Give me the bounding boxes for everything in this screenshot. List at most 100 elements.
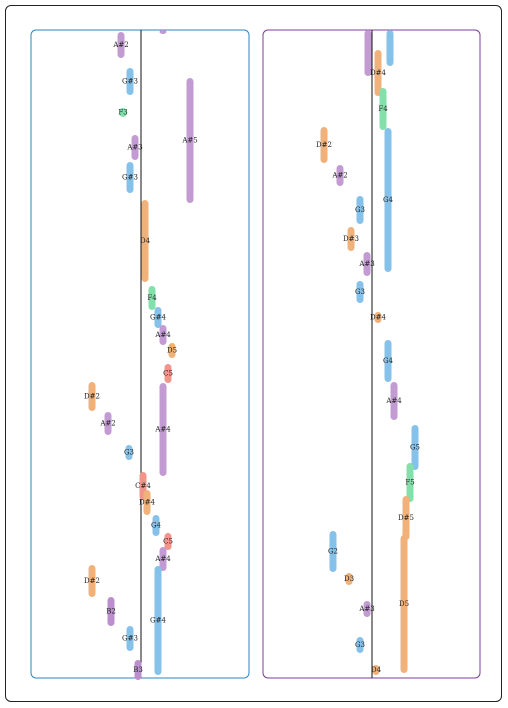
- note-bar: [88, 565, 96, 597]
- note-bar: [148, 286, 156, 310]
- note-label: D#2: [316, 141, 332, 149]
- note-bar: [374, 50, 382, 96]
- note-label: D#4: [139, 499, 155, 507]
- note-bar: [402, 496, 410, 540]
- note-label: D3: [344, 575, 354, 583]
- note-label: B2: [106, 608, 116, 616]
- note-bar: [125, 445, 133, 460]
- note-label: G4: [383, 196, 394, 204]
- note-bar: [159, 383, 167, 476]
- note-bar: [152, 515, 160, 536]
- note-bar: [134, 660, 142, 680]
- note-label: A#3: [126, 144, 142, 152]
- note-bar: [126, 626, 134, 651]
- note-bar: [336, 165, 344, 186]
- note-label: D#3: [343, 235, 359, 243]
- note-bar: [374, 312, 382, 323]
- note-label: G3: [355, 288, 365, 296]
- note-label: D#5: [398, 514, 414, 522]
- note-bar: [347, 227, 355, 251]
- note-label: G4: [151, 522, 162, 530]
- note-label: G3: [355, 641, 365, 649]
- note-label: G#3: [122, 635, 138, 643]
- note-bar: [126, 162, 134, 193]
- right-notes-group: D#4 F4 D#2 G4 A#2 G3 D#3 A#3 G3 D#4 G4 A#4 G5 F5 D#5 D5…: [316, 30, 420, 675]
- note-label: A#4: [154, 331, 171, 339]
- note-bar: [411, 425, 419, 470]
- note-label: G5: [410, 444, 420, 452]
- note-label: F3: [118, 109, 127, 117]
- note-label: D#4: [370, 69, 386, 77]
- note-label: G#3: [122, 174, 138, 182]
- note-label: G#4: [150, 617, 166, 625]
- note-bar: [141, 200, 149, 282]
- note-bar: [400, 535, 408, 673]
- note-label: F5: [405, 479, 414, 487]
- note-label: D#2: [84, 393, 100, 401]
- note-bar: [107, 597, 115, 626]
- note-label: A#2: [99, 420, 115, 428]
- note-bar: [345, 573, 353, 585]
- note-bar: [164, 533, 172, 550]
- note-label: A#2: [112, 41, 128, 49]
- note-label: A#5: [181, 137, 197, 145]
- note-label: A#4: [154, 426, 171, 434]
- note-bar: [159, 325, 167, 345]
- note-label: D#4: [370, 314, 386, 322]
- note-bar: [186, 78, 194, 203]
- note-bar: [356, 196, 364, 224]
- note-bar: [379, 88, 387, 130]
- note-label: D4: [371, 666, 382, 674]
- note-label: B3: [133, 666, 143, 674]
- note-bar: [363, 601, 371, 617]
- note-bar: [356, 637, 364, 653]
- outer-frame: [5, 5, 502, 702]
- note-bar: [159, 547, 167, 571]
- note-label: D#2: [84, 577, 100, 585]
- note-label: G4: [383, 357, 394, 365]
- note-bar: [386, 30, 394, 66]
- note-bar: [117, 32, 125, 58]
- note-bar: [320, 127, 328, 163]
- note-bar: [154, 566, 162, 675]
- note-bar: [406, 463, 414, 502]
- note-label: F4: [147, 294, 157, 302]
- left-notes-group: A#2 G#3 A#5 F3 A#3 G#3 D4 F4 G#4 A#4 D5 C5 D#2 A#4 A#2…: [84, 30, 198, 680]
- note-label: C5: [163, 538, 173, 546]
- note-bar: [143, 490, 151, 515]
- note-label: G#4: [150, 314, 166, 322]
- note-label: C5: [163, 370, 173, 378]
- note-bar: [88, 382, 96, 411]
- note-label: D4: [140, 237, 151, 245]
- note-label: G3: [124, 449, 134, 457]
- note-bar: [126, 68, 134, 95]
- note-label: A#4: [154, 555, 171, 563]
- note-bar: [168, 343, 176, 358]
- note-label: G#3: [122, 78, 138, 86]
- note-label: G2: [328, 548, 338, 556]
- note-bar: [384, 340, 392, 382]
- note-label: G3: [355, 206, 365, 214]
- note-label: A#2: [331, 172, 347, 180]
- note-bar: [384, 128, 392, 272]
- note-label: A#3: [358, 260, 374, 268]
- note-label: A#4: [385, 397, 402, 405]
- note-bar: [104, 412, 112, 435]
- note-label: D5: [399, 600, 409, 608]
- note-bar: [131, 135, 139, 160]
- note-bar: [154, 307, 162, 328]
- note-label: D5: [167, 347, 177, 355]
- note-bar: [363, 252, 371, 276]
- note-label: C#4: [135, 482, 151, 490]
- note-label: A#3: [358, 605, 374, 613]
- note-bar: [364, 30, 372, 76]
- note-bar: [372, 665, 380, 675]
- note-bar: [159, 30, 167, 34]
- left-panel: [30, 29, 250, 679]
- note-bar: [390, 382, 398, 420]
- note-label: F4: [378, 105, 388, 113]
- note-bar: [356, 281, 364, 303]
- note-bar: [119, 108, 127, 117]
- note-bar: [164, 364, 172, 383]
